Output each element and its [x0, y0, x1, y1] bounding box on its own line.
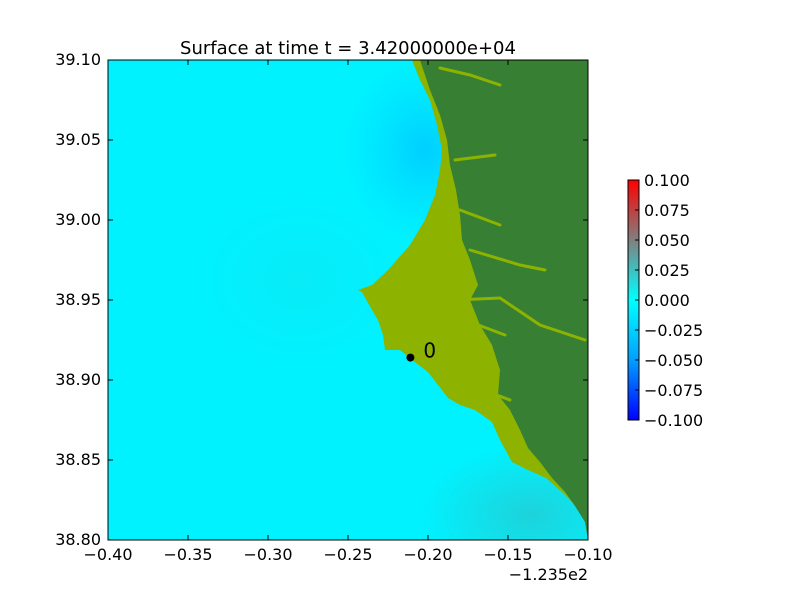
x-tick-label: −0.30 — [243, 545, 292, 564]
colorbar-tick-label: 0.100 — [644, 171, 690, 190]
y-tick-label: 39.00 — [55, 210, 101, 229]
x-tick-label: −0.20 — [403, 545, 452, 564]
gauge-label: 0 — [423, 339, 436, 363]
gauge-marker[interactable]: 0 — [406, 339, 436, 363]
colorbar-tick-label: 0.050 — [644, 231, 690, 250]
colorbar-tick-label: −0.075 — [644, 381, 703, 400]
x-axis: −0.40 −0.35 −0.30 −0.25 −0.20 −0.15 −0.10 — [83, 60, 613, 564]
colorbar-ticks: 0.100 0.075 0.050 0.025 0.000 −0.025 −0.050 −0.… — [635, 171, 703, 430]
colorbar-tick-label: −0.050 — [644, 351, 703, 370]
heatmap-image — [108, 60, 588, 540]
colorbar-tick-label: −0.100 — [644, 411, 703, 430]
y-tick-label: 39.05 — [55, 130, 101, 149]
x-tick-label: −0.35 — [163, 545, 212, 564]
colorbar: 0.100 0.075 0.050 0.025 0.000 −0.025 −0.050 −0.… — [627, 171, 703, 430]
y-tick-label: 38.80 — [55, 530, 101, 549]
chart-title: Surface at time t = 3.42000000e+04 — [180, 38, 516, 59]
x-tick-label: −0.10 — [563, 545, 612, 564]
gauge-point — [406, 353, 415, 362]
colorbar-tick-label: 0.025 — [644, 261, 690, 280]
drainage-channels — [438, 66, 587, 402]
y-tick-label: 38.85 — [55, 450, 101, 469]
x-tick-label: −0.40 — [83, 545, 132, 564]
x-tick-label: −0.15 — [483, 545, 532, 564]
x-offset-label: −1.235e2 — [509, 565, 588, 584]
y-tick-label: 38.90 — [55, 370, 101, 389]
colorbar-tick-label: −0.025 — [644, 321, 703, 340]
colorbar-tick-label: 0.075 — [644, 201, 690, 220]
y-axis: 39.10 39.05 39.00 38.95 38.90 38.85 38.80 — [55, 50, 588, 549]
colorbar-tick-label: 0.000 — [644, 291, 690, 310]
x-tick-label: −0.25 — [323, 545, 372, 564]
y-tick-label: 39.10 — [55, 50, 101, 69]
y-tick-label: 38.95 — [55, 290, 101, 309]
